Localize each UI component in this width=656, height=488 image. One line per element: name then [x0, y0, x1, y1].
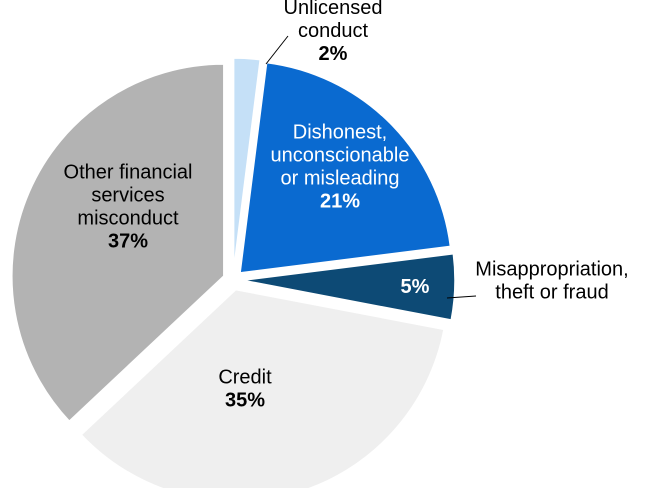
slice-label-misappropriation-theft-or-fraud: Misappropriation, theft or fraud [475, 259, 628, 304]
slice-label-dishonest-unconscionable-or-misleading: Dishonest, unconscionable or misleading 21% [271, 122, 410, 213]
slice-label-line: Unlicensed [284, 0, 383, 19]
slice-percent-label: 2% [319, 43, 348, 65]
pie-slice-unlicensed-conduct [232, 57, 262, 271]
pie-slice-credit [80, 288, 445, 488]
slice-label-line: Misappropriation, [475, 259, 628, 281]
slice-label-line: Other financial [64, 162, 193, 184]
slice-label-line: Credit [218, 367, 272, 389]
pie-slices [11, 57, 456, 488]
slice-label-line: unconscionable [271, 145, 410, 167]
slice-label-line: Dishonest, [293, 122, 388, 144]
leader-line-misappropriation-theft-or-fraud [446, 295, 477, 299]
slice-label-line: theft or fraud [495, 282, 608, 304]
leader-lines [265, 35, 477, 299]
leader-line-unlicensed-conduct [265, 35, 289, 65]
slice-label-line: misconduct [77, 208, 179, 230]
slice-percent-label: 37% [108, 231, 148, 253]
slice-label-credit: Credit 35% [218, 367, 272, 412]
slice-label-line: services [91, 185, 164, 207]
slice-label-line: or misleading [281, 168, 400, 190]
pie-slice-other-financial-services-misconduct [11, 63, 225, 423]
slice-label-line: conduct [298, 20, 368, 42]
slice-percent-label: 21% [320, 191, 360, 213]
slice-percent-label-misappropriation-theft-or-fraud: 5% [401, 276, 430, 298]
slice-label-unlicensed-conduct: Unlicensed conduct 2% [284, 0, 383, 65]
pie-slice-misappropriation-theft-or-fraud [242, 252, 456, 321]
slice-percent-label: 35% [225, 390, 265, 412]
pie-slice-dishonest-unconscionable-or-misleading [239, 61, 452, 274]
slice-labels: Unlicensed conduct 2% Dishonest, unconsciona… [64, 0, 629, 412]
slice-label-other-financial-services-misconduct: Other financial services misconduct 37% [64, 162, 193, 253]
